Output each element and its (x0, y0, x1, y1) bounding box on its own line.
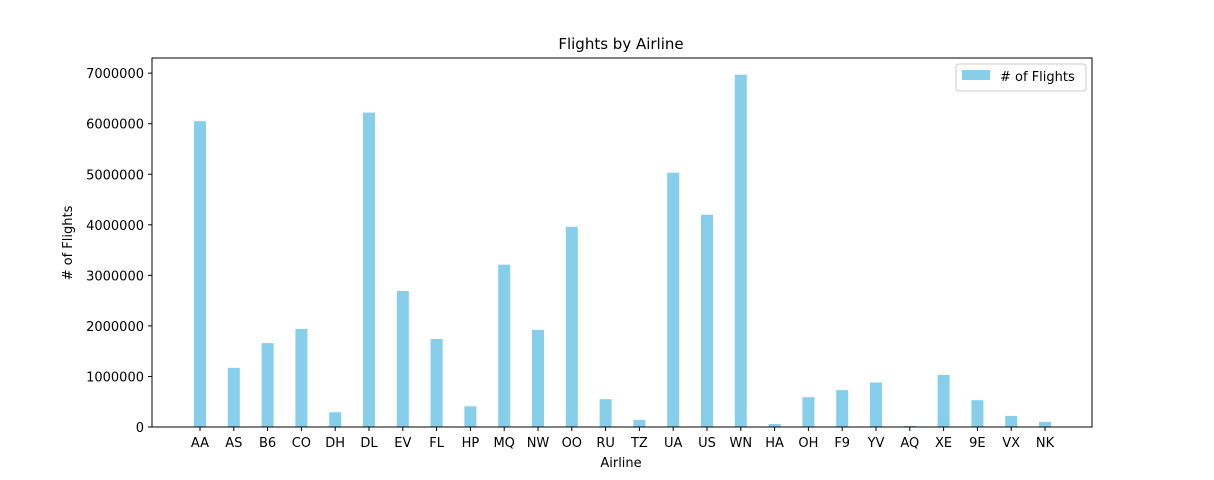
plot-frame (151, 57, 1093, 428)
y-tick-label-1000000: 1000000 (86, 370, 144, 385)
x-tick-label-9E: 9E (969, 436, 986, 451)
y-tick-label-7000000: 7000000 (86, 67, 144, 82)
bar-YV (870, 382, 882, 427)
x-tick-label-MQ: MQ (493, 436, 514, 451)
x-tick-label-WN: WN (730, 436, 753, 451)
y-tick-label-6000000: 6000000 (86, 118, 144, 133)
bar-OO (565, 226, 578, 427)
x-tick-label-UA: UA (664, 436, 683, 451)
x-tick-label-YV: YV (867, 436, 885, 451)
x-tick-label-VX: VX (1002, 436, 1020, 451)
bar-TZ (633, 419, 646, 427)
bar-NK (1039, 421, 1051, 427)
bar-DL (363, 112, 375, 427)
bar-HP (464, 406, 477, 427)
bar-UA (667, 172, 680, 427)
y-tick-label-5000000: 5000000 (86, 168, 144, 183)
y-tick-label-3000000: 3000000 (86, 269, 144, 284)
bar-RU (599, 399, 612, 427)
x-tick-label-CO: CO (292, 436, 311, 451)
x-tick-label-AA: AA (191, 436, 209, 451)
x-tick-label-EV: EV (394, 436, 411, 451)
x-tick-label-DH: DH (325, 436, 345, 451)
bar-EV (396, 291, 409, 427)
bar-DH (329, 412, 342, 427)
y-tick-label-2000000: 2000000 (86, 320, 144, 335)
legend: # of Flights (955, 63, 1087, 92)
y-axis: 0 1000000 2000000 3000000 4000000 5000000 6000… (86, 67, 152, 436)
bar-MQ (498, 264, 511, 427)
bar-FL (430, 339, 443, 427)
bar-F9 (836, 390, 849, 427)
bars-group (194, 74, 1051, 427)
bar-AS (227, 367, 240, 427)
y-tick-label-0: 0 (136, 421, 144, 436)
legend-swatch (962, 70, 990, 80)
bar-OH (802, 397, 815, 427)
bar-WN (734, 74, 747, 427)
x-tick-label-TZ: TZ (630, 436, 648, 451)
y-tick-label-4000000: 4000000 (86, 219, 144, 234)
x-tick-label-NW: NW (527, 436, 550, 451)
bar-9E (971, 400, 984, 427)
x-tick-label-F9: F9 (834, 436, 850, 451)
y-axis-title: # of Flights (61, 205, 76, 280)
bar-VX (1005, 415, 1018, 427)
x-tick-label-AQ: AQ (900, 436, 919, 451)
bar-HA (768, 424, 781, 427)
x-tick-label-HP: HP (462, 436, 480, 451)
bar-B6 (261, 343, 274, 427)
x-tick-label-OO: OO (562, 436, 582, 451)
x-tick-label-HA: HA (765, 436, 784, 451)
bar-US (701, 214, 713, 427)
bar-AA (194, 121, 206, 427)
chart-title: Flights by Airline (558, 35, 683, 53)
bar-XE (937, 374, 950, 427)
x-tick-label-NK: NK (1036, 436, 1055, 451)
legend-label: # of Flights (1000, 70, 1075, 85)
x-tick-label-XE: XE (935, 436, 952, 451)
x-tick-label-FL: FL (429, 436, 444, 451)
x-tick-label-AS: AS (225, 436, 242, 451)
x-tick-label-RU: RU (596, 436, 615, 451)
bar-NW (532, 329, 544, 427)
x-tick-label-DL: DL (360, 436, 378, 451)
x-axis-title: Airline (600, 456, 641, 471)
x-tick-label-OH: OH (798, 436, 818, 451)
x-axis: AA AS B6 CO DH DL EV FL HP MQ NW OO RU TZ UA US WN HA OH F9… (191, 427, 1055, 451)
x-tick-label-B6: B6 (259, 436, 276, 451)
bar-CO (295, 328, 308, 427)
x-tick-label-US: US (698, 436, 716, 451)
